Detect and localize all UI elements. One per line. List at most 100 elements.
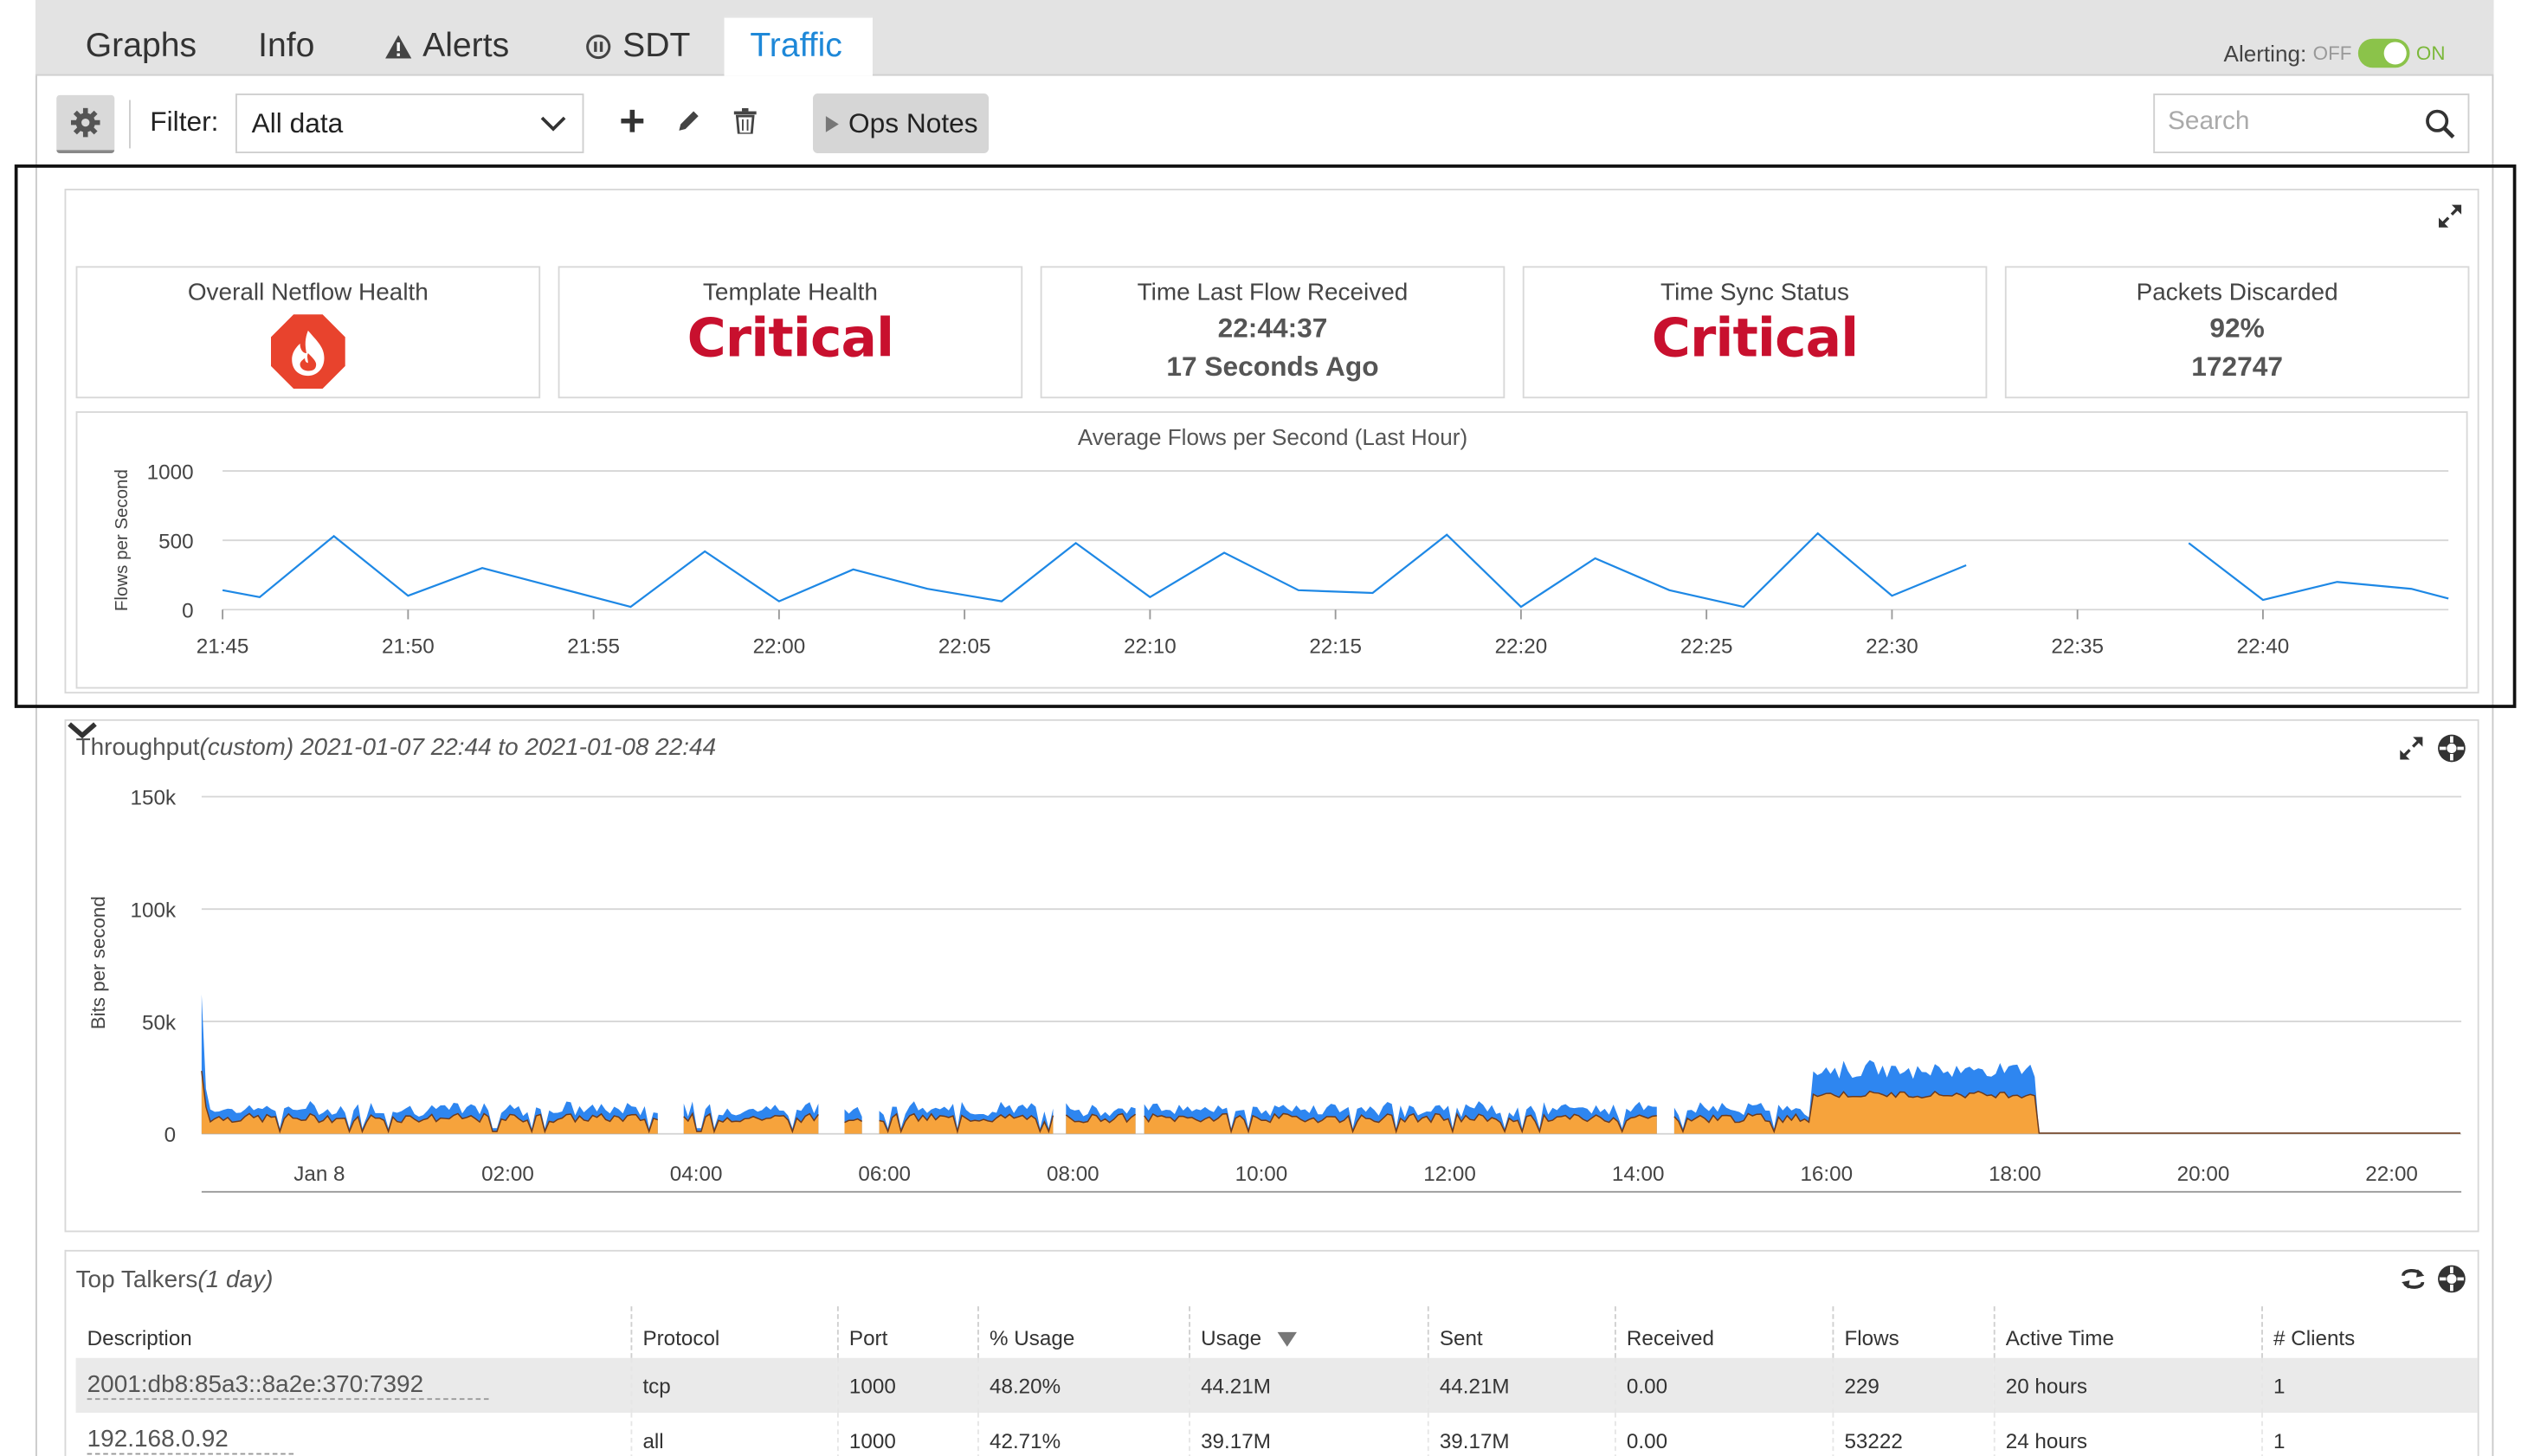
cell-port: 1000: [836, 1413, 978, 1456]
series-area-primary: [844, 1118, 862, 1134]
cell-port: 1000: [836, 1357, 978, 1414]
table-row[interactable]: 192.168.0.92 all 1000 42.71% 39.17M 39.1…: [76, 1413, 2478, 1456]
search-icon[interactable]: [2424, 108, 2456, 140]
caret-right-icon: [825, 115, 839, 132]
time-sync-status: Critical: [1651, 306, 1859, 370]
cell-usage-percent: 48.20%: [977, 1357, 1190, 1414]
x-tick-label: 22:35: [2051, 635, 2104, 659]
description-link[interactable]: 192.168.0.92: [87, 1426, 293, 1455]
delete-button[interactable]: [731, 106, 760, 136]
netflow-panel: Overall Netflow Health Template Health C…: [64, 188, 2479, 694]
column-header-port[interactable]: Port: [836, 1306, 978, 1358]
last-flow-tile: Time Last Flow Received 22:44:37 17 Seco…: [1040, 266, 1506, 399]
alerting-off-label: OFF: [2312, 42, 2352, 65]
x-tick-label: 21:50: [382, 635, 435, 659]
column-header-usage[interactable]: Usage: [1188, 1306, 1428, 1358]
description-link[interactable]: 2001:db8:85a3::8a2e:370:7392: [87, 1371, 488, 1401]
series-line-primary: [1144, 1112, 1657, 1134]
flows-chart-svg: Average Flows per Second (Last Hour) 1000…: [112, 424, 2449, 659]
filter-select[interactable]: All data: [235, 93, 584, 153]
x-tick-label: 16:00: [1800, 1163, 1853, 1186]
tab-label: SDT: [622, 26, 691, 64]
sort-descending-icon: [1277, 1331, 1298, 1346]
x-tick-label: 10:00: [1235, 1163, 1288, 1186]
options-icon[interactable]: [2437, 734, 2466, 763]
trash-icon: [733, 107, 757, 134]
column-header-flows[interactable]: Flows: [1831, 1306, 1994, 1358]
gear-icon: [70, 107, 100, 138]
tab-label: Graphs: [85, 26, 197, 64]
template-health-tile: Template Health Critical: [558, 266, 1023, 399]
x-tick-label: 22:05: [938, 635, 991, 659]
ops-notes-button[interactable]: Ops Notes: [813, 93, 990, 153]
column-header-sent[interactable]: Sent: [1426, 1306, 1615, 1358]
table-row[interactable]: 2001:db8:85a3::8a2e:370:7392 tcp 1000 48…: [75, 1357, 2478, 1414]
time-sync-tile: Time Sync Status Critical: [1522, 266, 1988, 399]
settings-button[interactable]: [56, 94, 115, 153]
cell-flows: 53222: [1831, 1413, 1994, 1456]
series-line: [222, 532, 1967, 609]
warning-icon: [385, 34, 412, 58]
y-tick-label: 100k: [131, 899, 177, 922]
chevron-down-icon[interactable]: [66, 721, 98, 740]
tab-graphs[interactable]: Graphs: [63, 16, 219, 76]
series-area-primary: [1066, 1113, 1136, 1134]
column-header-usage-percent[interactable]: % Usage: [977, 1306, 1190, 1358]
y-tick-label: 0: [164, 1124, 176, 1147]
pencil-icon: [679, 111, 699, 131]
series-line-primary: [844, 1118, 863, 1124]
tile-title: Packets Discarded: [2136, 279, 2338, 306]
top-talkers-subtitle: (1 day): [197, 1266, 274, 1294]
x-tick-label: 06:00: [858, 1163, 911, 1186]
column-header-description[interactable]: Description: [87, 1324, 192, 1350]
cell-sent: 39.17M: [1426, 1413, 1615, 1456]
search-input[interactable]: [2168, 107, 2410, 138]
last-flow-ago: 17 Seconds Ago: [1166, 351, 1379, 383]
y-tick-label: 50k: [142, 1011, 177, 1034]
column-header-protocol[interactable]: Protocol: [629, 1306, 837, 1358]
series-area-primary: [879, 1113, 1054, 1134]
y-tick-label: 500: [158, 530, 193, 553]
expand-icon[interactable]: [2437, 203, 2463, 229]
y-tick-label: 1000: [147, 461, 194, 484]
chevron-down-icon: [540, 116, 566, 132]
tab-sdt[interactable]: SDT: [561, 16, 712, 76]
cell-usage: 44.21M: [1188, 1357, 1428, 1414]
column-header-active-time[interactable]: Active Time: [1992, 1306, 2262, 1358]
x-tick-label: 22:30: [1866, 635, 1918, 659]
column-header-clients[interactable]: # Clients: [2260, 1306, 2478, 1358]
tab-info[interactable]: Info: [235, 16, 337, 76]
tab-label: Traffic: [750, 27, 842, 65]
clock-pause-icon: [586, 34, 611, 59]
options-icon[interactable]: [2437, 1265, 2466, 1294]
x-tick-label: Jan 8: [293, 1163, 345, 1186]
cell-description[interactable]: 2001:db8:85a3::8a2e:370:7392: [75, 1357, 631, 1414]
series-line-primary: [1673, 1090, 2460, 1134]
edit-button[interactable]: [674, 106, 704, 136]
series-line-primary: [201, 1071, 658, 1134]
expand-icon[interactable]: [2398, 736, 2424, 762]
plus-icon: [621, 109, 644, 132]
add-button[interactable]: [618, 106, 648, 136]
tile-title: Time Sync Status: [1660, 279, 1850, 306]
tab-alerts[interactable]: Alerts: [361, 16, 532, 76]
alerting-toggle[interactable]: [2357, 38, 2410, 68]
top-talkers-table: Description Protocol Port % Usage Usage …: [75, 1306, 2478, 1456]
x-tick-label: 22:10: [1124, 635, 1177, 659]
x-tick-label: 14:00: [1612, 1163, 1665, 1186]
packets-discarded-count: 172747: [2191, 351, 2283, 383]
swap-icon[interactable]: [2398, 1266, 2428, 1292]
column-header-received[interactable]: Received: [1614, 1306, 1833, 1358]
cell-usage-percent: 42.71%: [977, 1413, 1190, 1456]
throughput-title-text: Throughput: [75, 733, 200, 762]
tile-title: Time Last Flow Received: [1137, 279, 1409, 306]
toolbar: Filter: All data Ops Notes: [35, 77, 2493, 167]
cell-usage: 39.17M: [1188, 1413, 1428, 1456]
chart-title: Average Flows per Second (Last Hour): [1078, 424, 1467, 450]
tab-traffic[interactable]: Traffic: [724, 16, 873, 76]
y-axis-label: Flows per Second: [112, 469, 132, 611]
x-tick-label: 22:20: [1495, 635, 1548, 659]
throughput-title: Throughput(custom) 2021-01-07 22:44 to 2…: [76, 734, 717, 762]
cell-description[interactable]: 192.168.0.92: [76, 1413, 631, 1456]
